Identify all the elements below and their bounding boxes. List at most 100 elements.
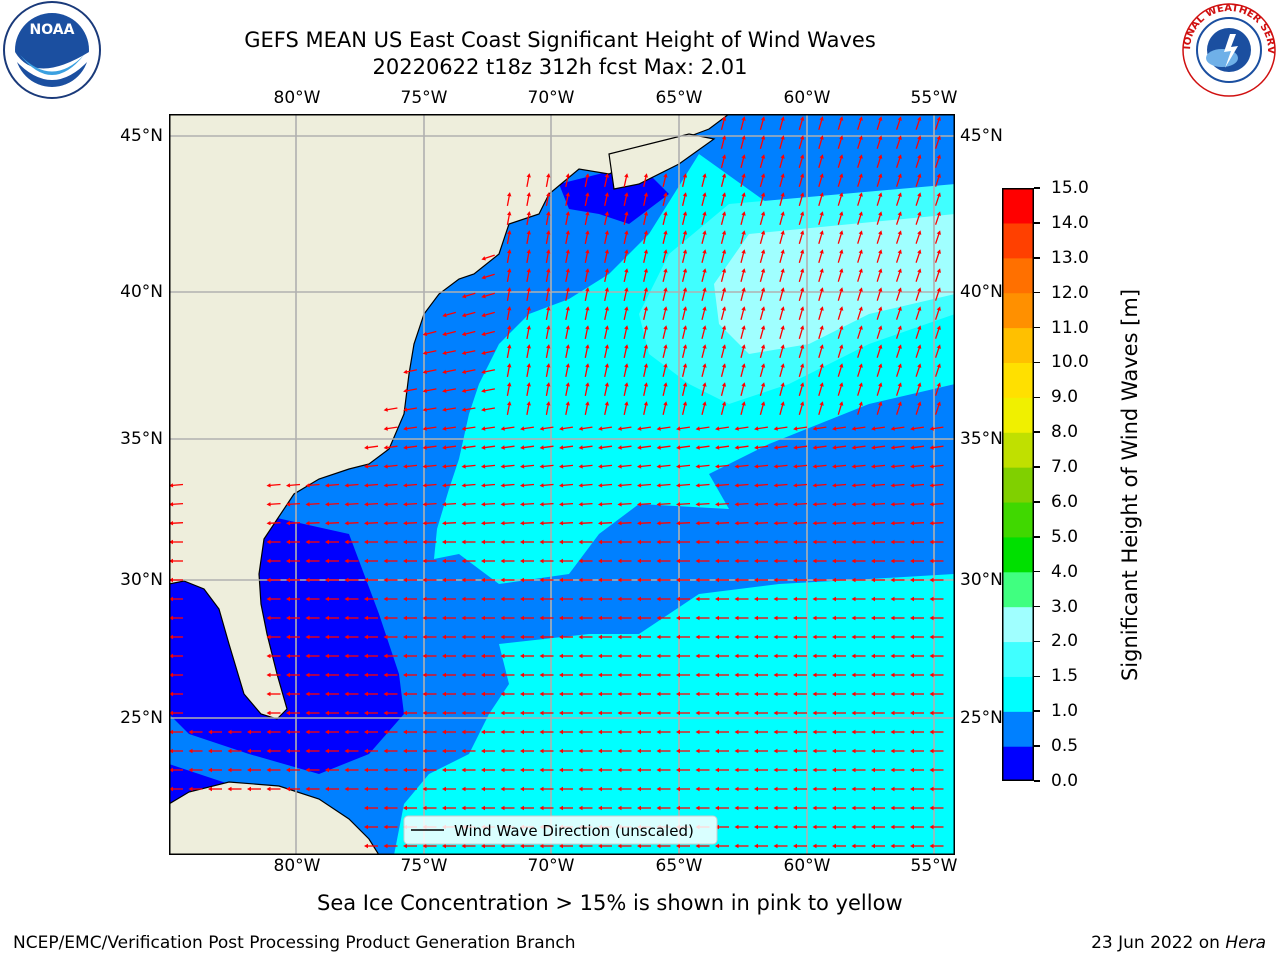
wave-arrow-head — [682, 325, 688, 330]
wave-arrow-head — [364, 577, 368, 583]
colorbar-tick-label: 0.0 — [1051, 771, 1079, 791]
wave-arrow-shaft — [934, 365, 941, 377]
sea-ice-note: Sea Ice Concentration > 15% is shown in … — [317, 891, 903, 915]
wave-arrow-head — [871, 672, 875, 678]
land-cuba — [169, 781, 380, 854]
wave-arrow-head — [403, 426, 408, 431]
wave-arrow-head — [715, 426, 720, 431]
wave-arrow-head — [760, 154, 766, 159]
wave-arrow-head — [169, 786, 173, 792]
wave-arrow-head — [422, 691, 427, 697]
wave-arrow-shaft — [872, 522, 886, 524]
wave-arrow-head — [461, 748, 466, 754]
wave-arrow-head — [559, 502, 564, 507]
wave-arrow-head — [403, 369, 408, 374]
wave-arrow-head — [344, 767, 349, 773]
wave-arrow-head — [188, 786, 193, 792]
wave-arrow-head — [305, 615, 310, 621]
wave-arrow-head — [754, 767, 758, 773]
wave-arrow-head — [676, 426, 681, 431]
wave-arrow-head — [878, 116, 883, 121]
colorbar-tick-label: 1.5 — [1051, 666, 1079, 687]
wave-arrow-shaft — [443, 407, 457, 411]
colorbar-tick-label: 1.0 — [1051, 701, 1079, 722]
wave-arrow-shaft — [639, 426, 651, 430]
wave-arrow-head — [760, 287, 766, 292]
wave-arrow-head — [878, 401, 883, 406]
wave-arrow-head — [617, 426, 622, 431]
wave-arrow-head — [526, 230, 531, 235]
wave-arrow-shaft — [833, 522, 847, 524]
colorbar-segment — [1002, 501, 1034, 538]
wave-arrow-head — [500, 843, 505, 849]
wave-arrow-shaft — [346, 483, 359, 487]
wave-arrow-head — [858, 382, 863, 387]
lon-label-top-55w: 55°W — [910, 88, 958, 108]
wave-arrow-head — [383, 615, 388, 621]
wave-arrow-head — [676, 483, 681, 488]
wave-arrow-head — [800, 154, 805, 159]
wave-arrow-head — [871, 502, 876, 507]
wave-arrow-head — [442, 312, 447, 318]
wave-arrow-head — [286, 539, 290, 545]
wave-arrow-head — [773, 539, 778, 545]
wave-arrow-head — [682, 382, 688, 387]
wave-arrow-head — [812, 786, 817, 792]
wave-arrow-head — [656, 445, 661, 450]
wave-arrow-head — [878, 306, 883, 311]
wave-arrow-head — [598, 558, 602, 564]
wave-arrow-head — [643, 173, 648, 178]
wave-arrow-head — [871, 710, 875, 716]
wave-arrow-head — [890, 634, 895, 640]
wave-arrow-shaft — [876, 308, 882, 320]
wave-arrow-head — [702, 211, 707, 216]
wave-arrow-head — [800, 382, 805, 387]
wave-arrow-head — [247, 748, 251, 754]
wave-arrow-head — [858, 135, 863, 140]
wave-arrow-head — [624, 249, 629, 254]
wave-arrow-head — [663, 192, 668, 197]
wave-arrow-head — [721, 325, 727, 330]
wave-arrow-head — [760, 249, 766, 254]
wave-arrow-head — [442, 350, 447, 355]
wave-arrow-head — [812, 843, 817, 849]
wave-arrow-head — [734, 824, 739, 830]
wave-arrow-head — [780, 230, 785, 235]
wave-arrow-head — [624, 344, 629, 349]
wave-arrow-head — [812, 615, 817, 621]
wave-arrow-head — [812, 445, 817, 450]
colorbar-tick-label: 14.0 — [1051, 212, 1089, 233]
wave-arrow-head — [403, 483, 408, 488]
wave-arrow-head — [929, 786, 934, 792]
wave-arrow-head — [403, 653, 407, 659]
wave-arrow-head — [871, 539, 875, 545]
wave-arrow-head — [604, 325, 609, 330]
wave-arrow-head — [910, 843, 914, 849]
wave-arrow-head — [800, 306, 805, 311]
wave-arrow-head — [364, 843, 368, 849]
wave-arrow-shaft — [837, 194, 843, 206]
wave-arrow-head — [637, 672, 641, 678]
wave-arrow-head — [741, 363, 746, 368]
wave-arrow-head — [461, 388, 466, 393]
wave-arrow-head — [812, 710, 817, 716]
wave-arrow-head — [832, 748, 836, 754]
wave-arrow-head — [839, 230, 844, 235]
wave-arrow-shaft — [912, 426, 924, 430]
wave-arrow-head — [851, 426, 856, 431]
wave-arrow-head — [637, 558, 641, 564]
wave-arrow-head — [507, 192, 512, 197]
wave-arrow-head — [565, 192, 570, 197]
wave-arrow-head — [715, 653, 719, 659]
lat-label-left-40n: 40°N — [120, 282, 163, 302]
wave-arrow-head — [539, 539, 544, 545]
wave-arrow-shaft — [681, 327, 687, 339]
wave-arrow-head — [578, 786, 583, 792]
wave-arrow-head — [585, 249, 590, 254]
wave-arrow-head — [793, 539, 797, 545]
wave-arrow-head — [442, 786, 446, 792]
wave-arrow-head — [481, 388, 486, 393]
wave-arrow-head — [266, 539, 271, 545]
wave-arrow-head — [721, 154, 727, 159]
wave-arrow-head — [793, 634, 797, 640]
